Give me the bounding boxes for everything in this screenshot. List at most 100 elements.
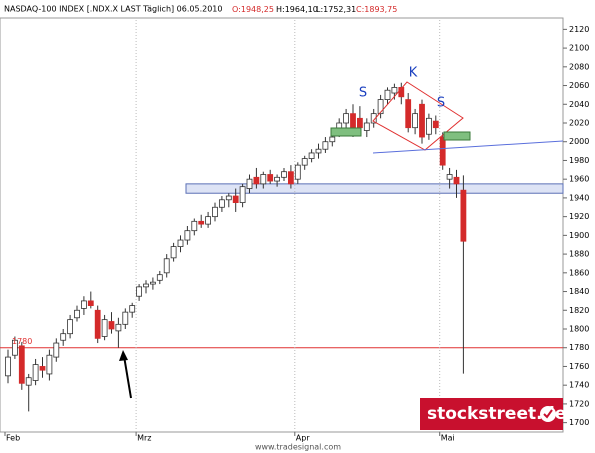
- trend-line: [372, 140, 564, 154]
- candle-body: [156, 274, 163, 281]
- candle-body: [329, 136, 336, 143]
- y-tick-label: 1780: [569, 343, 589, 352]
- candle-body: [232, 195, 239, 203]
- green-marker: [330, 127, 362, 137]
- y-tick-label: 2040: [569, 100, 589, 109]
- candle-body: [356, 117, 363, 129]
- footer: www.tradesignal.com: [255, 443, 341, 452]
- x-tick-label: Mrz: [137, 434, 151, 443]
- candle-body: [74, 309, 80, 319]
- candle-body: [212, 206, 218, 218]
- header-value: L:1752,31: [316, 5, 356, 14]
- y-tick-label: 2060: [569, 81, 589, 90]
- y-tick-label: 2120: [569, 25, 589, 34]
- candle-body: [136, 286, 143, 297]
- candle-body: [191, 220, 198, 232]
- y-tick-label: 1900: [569, 231, 589, 240]
- candle-body: [94, 309, 101, 339]
- y-tick-label: 1920: [569, 212, 589, 221]
- diamond-pattern: [372, 81, 464, 151]
- candle-body: [425, 117, 432, 135]
- x-tick-label: Mai: [441, 434, 455, 443]
- candle-body: [294, 164, 301, 180]
- candle-body: [53, 342, 60, 358]
- h-line-label: 1780: [12, 337, 32, 346]
- plot-frame: [0, 17, 564, 433]
- pattern-label: K: [409, 66, 418, 81]
- candle-body: [11, 339, 18, 356]
- candle-body: [5, 356, 11, 377]
- candle-body: [439, 136, 446, 166]
- y-tick-label: 1720: [569, 399, 589, 408]
- header-value: O:1948,25: [232, 5, 274, 14]
- candle-body: [322, 141, 329, 150]
- y-tick-label: 2020: [569, 119, 589, 128]
- x-tick-label: Apr: [296, 434, 311, 443]
- candle-body: [32, 364, 39, 381]
- candle-body: [122, 311, 129, 325]
- y-tick-label: 2100: [569, 44, 589, 53]
- header-values: O:1948,25 H:1964,10L:1752,31C:1893,75: [232, 5, 397, 14]
- candle-body: [384, 89, 391, 100]
- candle-body: [391, 87, 398, 94]
- candle-body: [377, 99, 384, 115]
- candle-body: [60, 333, 67, 341]
- candle-body: [432, 120, 439, 129]
- candle-body: [115, 323, 122, 332]
- arrow: [123, 355, 132, 399]
- y-tick-label: 1980: [569, 156, 589, 165]
- candle-body: [46, 354, 53, 375]
- y-tick-label: 1800: [569, 325, 589, 334]
- candle-body: [198, 220, 205, 225]
- candle-body: [218, 199, 225, 208]
- candle-body: [18, 345, 25, 384]
- candle-body: [446, 174, 453, 180]
- candle-body: [308, 152, 315, 159]
- brand-badge: [420, 398, 563, 430]
- candle-body: [25, 377, 32, 386]
- brand: stockstreet.de: [427, 404, 566, 424]
- candle-body: [87, 300, 94, 306]
- y-tick-label: 1700: [569, 418, 589, 427]
- candle-body: [405, 99, 412, 129]
- y-tick-label: 1760: [569, 362, 589, 371]
- header-value: C:1893,75: [356, 5, 397, 14]
- candle-body: [177, 239, 184, 248]
- chart-title: NASDAQ-100 INDEX [.NDX.X LAST Täglich] 0…: [4, 5, 222, 14]
- candle-body: [163, 258, 170, 274]
- arrow-head: [119, 350, 128, 361]
- candle-body: [412, 113, 419, 129]
- y-tick-label: 1820: [569, 306, 589, 315]
- y-tick-label: 1940: [569, 193, 589, 202]
- candle-body: [149, 281, 156, 285]
- y-tick-label: 1860: [569, 268, 589, 277]
- pattern-label: S: [359, 86, 367, 101]
- y-tick-label: 1840: [569, 287, 589, 296]
- candle-body: [143, 283, 149, 288]
- candle-body: [253, 176, 260, 185]
- candle-body: [287, 171, 294, 185]
- green-marker: [443, 131, 471, 141]
- candle-body: [460, 189, 467, 242]
- candle-body: [453, 176, 460, 185]
- candle-body: [170, 246, 177, 259]
- candle-body: [419, 103, 425, 138]
- y-tick-label: 1960: [569, 175, 589, 184]
- candle-body: [363, 122, 370, 131]
- candle-body: [274, 176, 281, 182]
- y-tick-label: 1880: [569, 250, 589, 259]
- candle-body: [301, 158, 308, 166]
- candle-body: [108, 321, 115, 330]
- candle-body: [260, 174, 267, 185]
- candle-body: [67, 319, 73, 335]
- candle-body: [343, 113, 350, 124]
- candle-body: [225, 195, 232, 201]
- header-value: H:1964,10: [276, 5, 318, 14]
- x-tick-label: Feb: [6, 434, 20, 443]
- pattern-label: S: [437, 96, 445, 111]
- candle-body: [370, 113, 377, 124]
- candle-body: [81, 300, 87, 309]
- candle-body: [129, 305, 136, 313]
- candle-body: [267, 174, 274, 182]
